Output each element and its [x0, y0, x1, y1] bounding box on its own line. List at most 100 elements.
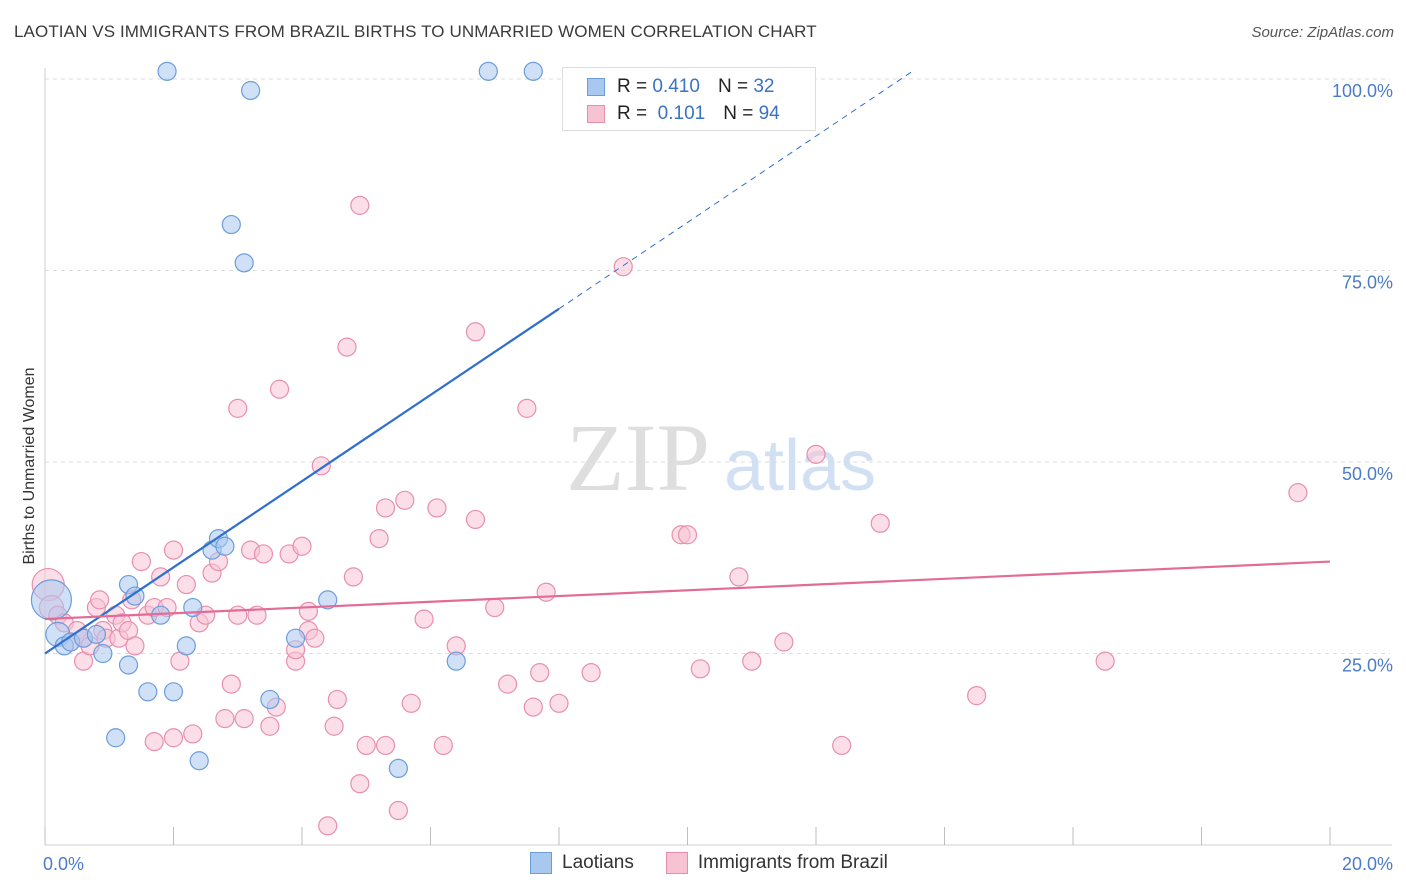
laotians-point [215, 536, 235, 556]
laotians-trend-line [44, 307, 560, 655]
laotians-point [388, 758, 408, 779]
brazil-point [832, 735, 852, 756]
brazil-point [90, 590, 110, 610]
brazil-point [742, 651, 762, 671]
correlation-legend: R = 0.410 N = 32 R = 0.101 N = 94 [562, 67, 816, 131]
brazil-point [401, 693, 421, 713]
brazil-point [234, 709, 254, 729]
laotians-point [523, 61, 543, 81]
laotians-point [106, 728, 126, 748]
laotians-point [234, 253, 254, 273]
laotians-point [478, 61, 498, 81]
legend-r-label: R = [617, 76, 648, 97]
brazil-point [581, 663, 601, 683]
laotians-point [157, 61, 177, 81]
brazil-point [613, 257, 633, 277]
x-tick-label-0: 0.0% [43, 854, 84, 874]
brazil-point [350, 195, 370, 215]
laotians-point [446, 651, 466, 671]
brazil-point [298, 601, 319, 621]
brazil-point [690, 659, 710, 679]
brazil-point [433, 735, 453, 756]
brazil-point [318, 816, 338, 836]
legend-r-label: R = [617, 103, 648, 124]
brazil-point [427, 498, 447, 518]
legend-label-laotians: Laotians [562, 852, 634, 873]
laotians-point [138, 682, 158, 702]
brazil-point [774, 632, 794, 652]
brazil-point [530, 663, 550, 683]
brazil-point [369, 528, 389, 549]
legend-item-laotians: Laotians [530, 852, 634, 874]
brazil-point [228, 398, 248, 418]
grid-lines [45, 78, 1390, 654]
watermark-zip: ZIP [566, 404, 710, 511]
brazil-point [806, 444, 826, 464]
x-tick-label-20: 20.0% [1342, 854, 1393, 874]
laotians-point [163, 682, 184, 702]
laotians-point [30, 579, 73, 621]
laotians-point [118, 655, 139, 675]
brazil-point [870, 513, 890, 533]
brazil-point [549, 693, 569, 713]
legend-swatch-laotians [530, 852, 552, 874]
y-axis-label: Births to Unmarried Women [21, 367, 38, 565]
brazil-point [465, 322, 486, 342]
brazil-point [350, 774, 370, 794]
legend-n-label: N = [717, 76, 749, 97]
y-tick-label-25: 25.0% [1342, 656, 1393, 676]
brazil-point [388, 800, 408, 821]
brazil-trend-line [44, 560, 1331, 621]
series-legend: Laotians Immigrants from Brazil [530, 852, 920, 874]
brazil-point [163, 728, 184, 748]
legend-n-label: N = [723, 103, 754, 124]
laotians-trend-extension [558, 70, 913, 310]
brazil-point [253, 544, 274, 564]
laotians-point [260, 689, 280, 710]
brazil-point [163, 540, 184, 560]
laotians-point [176, 636, 196, 656]
chart-title: LAOTIAN VS IMMIGRANTS FROM BRAZIL BIRTHS… [14, 22, 817, 41]
brazil-point [677, 525, 698, 545]
brazil-point [324, 716, 344, 736]
tick-labels: 25.0% 50.0% 75.0% 100.0% 0.0% 20.0% [43, 81, 1393, 874]
series-brazil-points [31, 195, 1308, 836]
brazil-point [260, 716, 280, 736]
brazil-point [125, 636, 145, 656]
brazil-point [485, 597, 505, 618]
brazil-point [221, 674, 241, 694]
legend-n-value-brazil: 94 [758, 103, 780, 124]
laotians-point [189, 751, 209, 771]
legend-row-brazil: R = 0.101 N = 94 [587, 103, 780, 125]
brazil-point [292, 536, 312, 556]
brazil-point [729, 567, 749, 587]
legend-swatch-brazil [665, 852, 688, 874]
legend-r-value-brazil: 0.101 [657, 103, 706, 124]
brazil-point [176, 574, 196, 595]
legend-row-laotians: R = 0.410 N = 32 [587, 76, 774, 98]
brazil-point [1288, 483, 1308, 503]
laotians-point [241, 80, 261, 101]
brazil-point [183, 724, 203, 744]
laotians-point [221, 214, 241, 235]
laotians-point [318, 590, 338, 610]
brazil-point [356, 735, 376, 756]
brazil-point [215, 709, 235, 729]
source-label: Source: ZipAtlas.com [1251, 24, 1394, 41]
y-tick-label-100: 100.0% [1332, 81, 1393, 101]
laotians-point [285, 628, 306, 648]
legend-swatch-brazil [587, 105, 605, 123]
watermark-atlas: atlas [724, 426, 876, 506]
y-tick-label-75: 75.0% [1342, 273, 1393, 293]
brazil-point [414, 609, 434, 629]
brazil-point [395, 490, 415, 510]
laotians-point [93, 643, 113, 664]
brazil-point [131, 551, 151, 572]
brazil-point [144, 731, 164, 752]
brazil-point [517, 398, 537, 418]
series-laotians-points [30, 61, 543, 779]
brazil-point [269, 379, 290, 399]
watermark: ZIP atlas [566, 404, 876, 511]
legend-n-value-laotians: 32 [753, 76, 775, 97]
